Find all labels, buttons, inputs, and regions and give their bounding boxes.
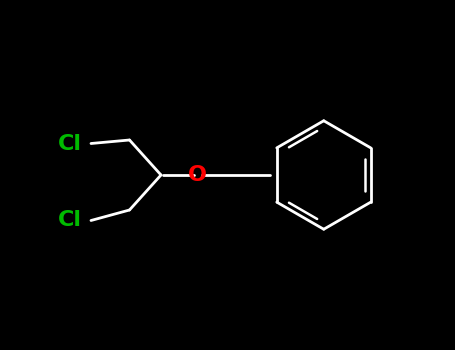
Text: O: O <box>188 165 207 185</box>
Text: Cl: Cl <box>58 133 82 154</box>
Text: Cl: Cl <box>58 210 82 231</box>
